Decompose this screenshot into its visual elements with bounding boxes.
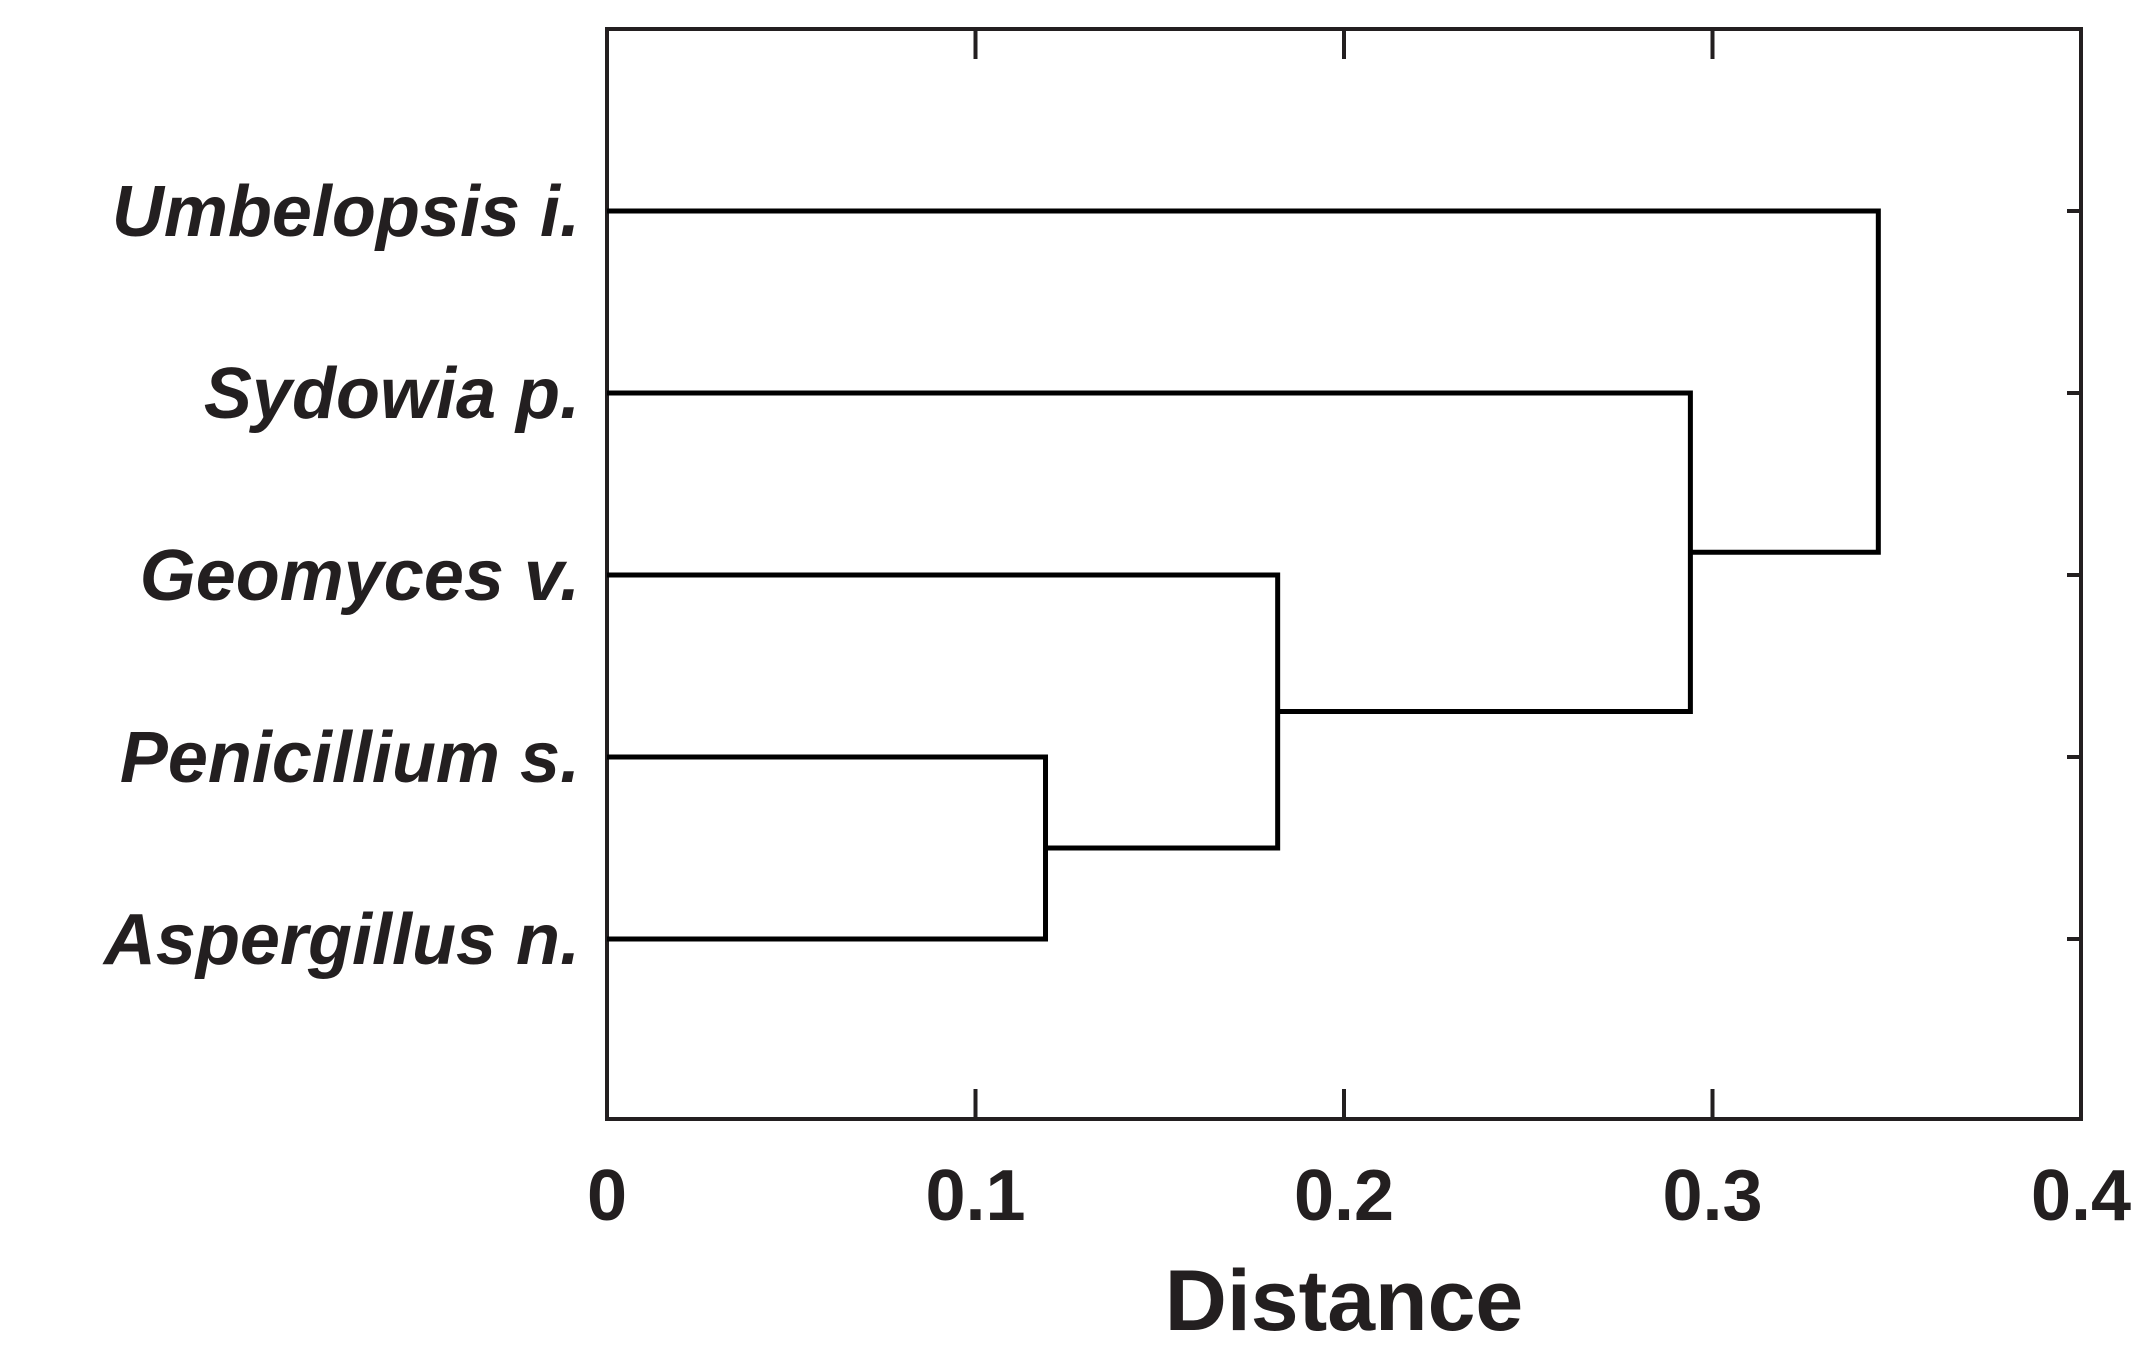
dendrogram-branches bbox=[607, 208, 1881, 942]
leaf-label: Sydowia p. bbox=[204, 354, 580, 434]
leaf-label: Geomyces v. bbox=[140, 536, 580, 616]
x-tick-label: 0.1 bbox=[925, 1156, 1025, 1236]
leaf-label: Aspergillus n. bbox=[102, 900, 580, 980]
dendrogram-link bbox=[607, 390, 1693, 714]
axis-ticks bbox=[973, 29, 2081, 1119]
dendrogram-link bbox=[607, 572, 1281, 851]
dendrogram-link bbox=[607, 754, 1049, 942]
leaf-label: Umbelopsis i. bbox=[112, 172, 580, 252]
dendrogram-link bbox=[607, 208, 1881, 555]
x-tick-label: 0.4 bbox=[2031, 1156, 2131, 1236]
x-tick-label: 0.3 bbox=[1662, 1156, 1762, 1236]
leaf-label: Penicillium s. bbox=[120, 718, 580, 798]
leaf-labels: Umbelopsis i. Sydowia p. Geomyces v. Penici… bbox=[102, 172, 580, 980]
x-tick-labels: 0 0.1 0.2 0.3 0.4 bbox=[587, 1156, 2131, 1236]
x-tick-label: 0 bbox=[587, 1156, 627, 1236]
x-tick-label: 0.2 bbox=[1294, 1156, 1394, 1236]
x-axis-title: Distance bbox=[1165, 1253, 1524, 1349]
